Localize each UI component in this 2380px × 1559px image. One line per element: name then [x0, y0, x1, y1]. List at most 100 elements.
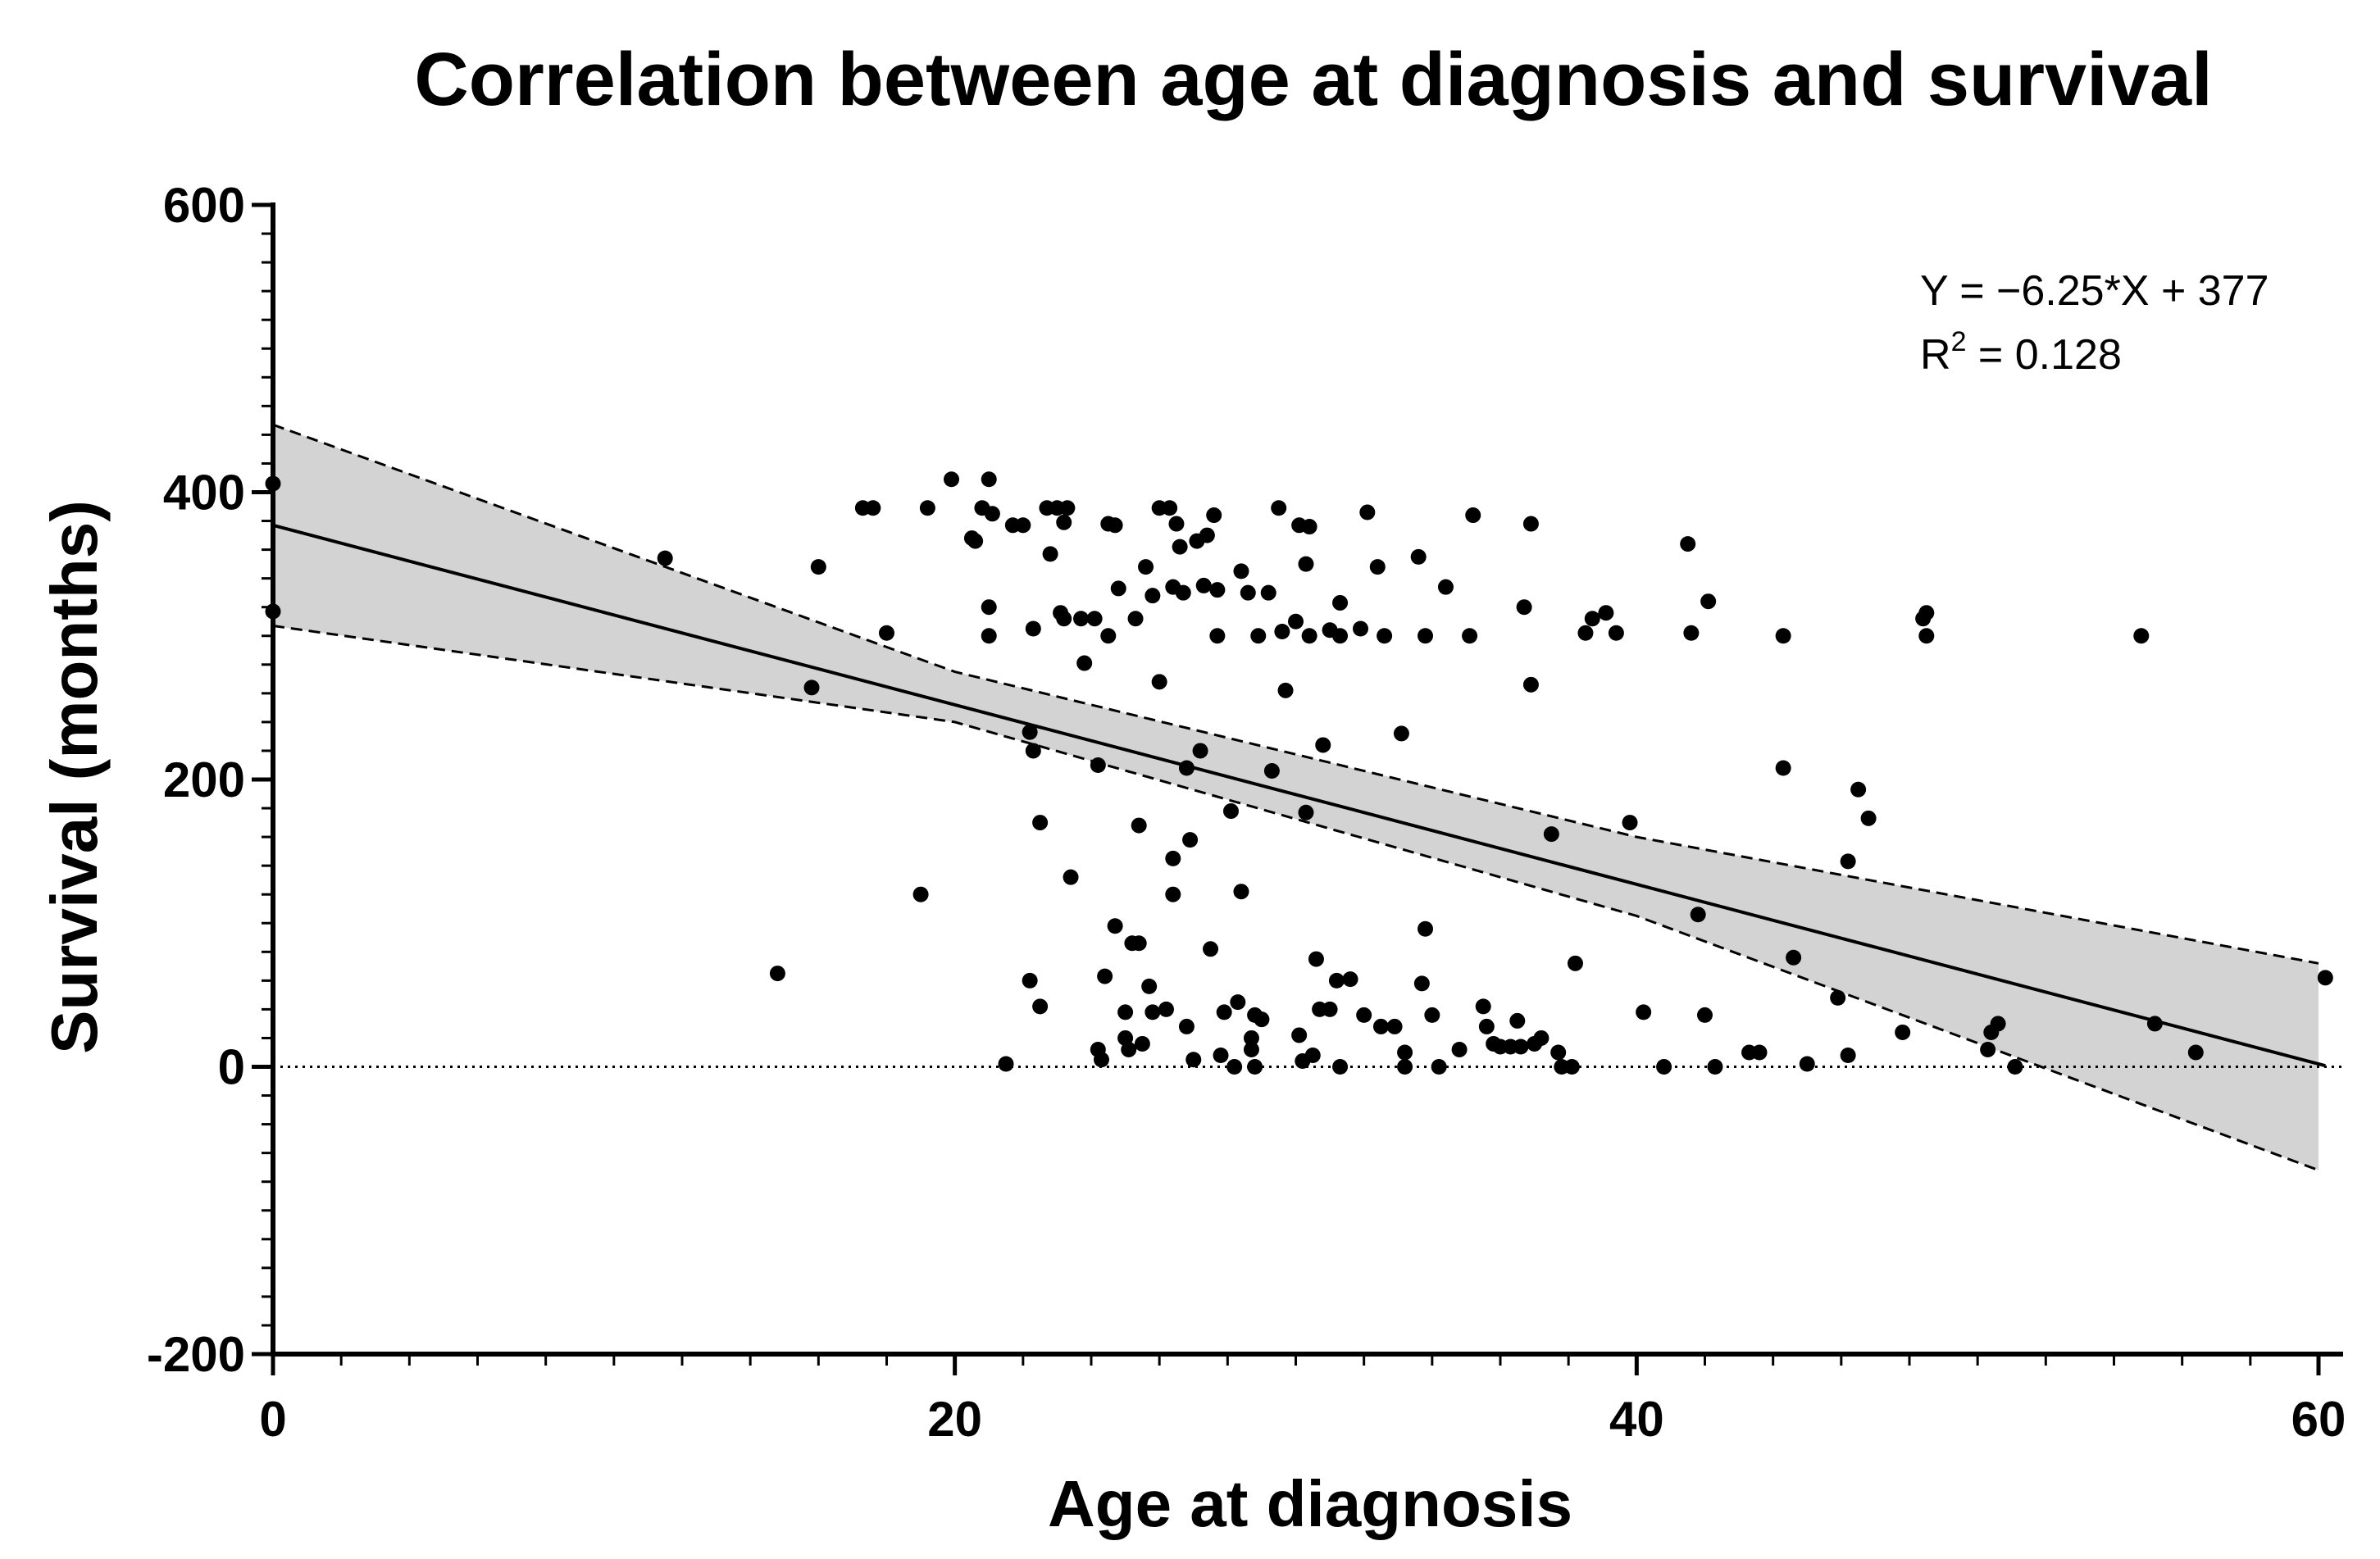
data-point	[1918, 628, 1935, 644]
r-squared-prefix: R	[1920, 331, 1951, 379]
data-point	[1254, 1011, 1270, 1028]
data-point	[1206, 507, 1222, 524]
data-point	[1144, 588, 1161, 604]
data-point	[1700, 593, 1717, 610]
data-point	[1076, 655, 1093, 671]
data-point	[1100, 628, 1117, 644]
data-point	[998, 1056, 1014, 1072]
regression-line-layer	[272, 523, 2326, 1068]
data-point	[1359, 504, 1376, 520]
data-point	[1522, 676, 1539, 693]
data-point	[1840, 1047, 1856, 1063]
data-point	[1117, 1004, 1134, 1020]
data-point	[1707, 1059, 1723, 1075]
data-point	[1158, 1001, 1174, 1017]
data-point	[1377, 628, 1393, 644]
data-point	[803, 680, 820, 696]
data-point	[1185, 1052, 1202, 1068]
data-point	[1516, 599, 1532, 616]
data-point	[1015, 517, 1031, 534]
data-point	[1513, 1039, 1529, 1055]
data-point	[879, 625, 894, 641]
y-tick-label: 0	[218, 1040, 245, 1095]
data-point	[1025, 743, 1041, 759]
data-point	[1424, 1007, 1440, 1023]
data-point	[1175, 584, 1191, 601]
data-point	[1138, 559, 1154, 575]
data-point	[1584, 611, 1600, 627]
data-point	[1533, 1029, 1550, 1046]
data-point	[1165, 886, 1181, 902]
y-tick-label: 600	[163, 178, 245, 233]
data-point	[1213, 1047, 1229, 1063]
data-point	[1386, 1018, 1403, 1034]
ci-lower-line	[272, 624, 2319, 1172]
data-point	[1509, 1012, 1526, 1029]
x-tick-label: 60	[2291, 1392, 2346, 1447]
data-point	[1577, 625, 1594, 641]
data-point	[1277, 682, 1294, 698]
data-point	[1799, 1056, 1815, 1072]
data-point	[1369, 559, 1386, 575]
data-point	[1475, 998, 1491, 1015]
data-points-layer	[265, 471, 2333, 1075]
data-point	[1291, 1027, 1308, 1043]
data-point	[1697, 1007, 1713, 1023]
data-point	[1397, 1044, 1413, 1061]
data-point	[1598, 605, 1614, 621]
data-point	[1393, 725, 1409, 742]
data-point	[1680, 536, 1696, 552]
data-point	[1567, 955, 1583, 971]
data-point	[1543, 826, 1559, 843]
data-point	[1918, 605, 1935, 621]
confidence-band-layer	[272, 423, 2319, 1172]
data-point	[2007, 1059, 2023, 1075]
data-point	[1178, 1018, 1195, 1034]
data-point	[1032, 815, 1049, 831]
data-point	[1332, 628, 1349, 644]
data-point	[1131, 817, 1147, 834]
data-point	[1247, 1059, 1263, 1075]
data-point	[1413, 975, 1430, 992]
data-point	[1301, 519, 1317, 535]
data-point	[1332, 1059, 1349, 1075]
data-point	[1850, 781, 1867, 798]
ci-upper-line	[272, 423, 2319, 965]
data-point	[1353, 620, 1369, 637]
data-point	[1274, 623, 1290, 639]
data-point	[1233, 563, 1249, 580]
data-point	[1063, 869, 1079, 885]
data-point	[1097, 968, 1113, 984]
data-point	[1250, 628, 1267, 644]
data-point	[1322, 1001, 1338, 1017]
data-point	[657, 550, 673, 566]
data-point	[1298, 556, 1314, 572]
data-point	[1032, 998, 1049, 1015]
data-point	[1328, 972, 1345, 989]
y-axis-title: Survival (months)	[38, 500, 111, 1054]
data-point	[1860, 810, 1877, 826]
data-point	[1165, 850, 1181, 866]
data-point	[1022, 972, 1038, 989]
data-point	[1209, 628, 1226, 644]
data-point	[1751, 1044, 1768, 1061]
data-point	[1298, 804, 1314, 820]
data-point	[1332, 594, 1349, 611]
data-point	[1059, 500, 1076, 516]
data-point	[1410, 548, 1427, 565]
data-point	[944, 471, 960, 488]
data-point	[981, 599, 997, 616]
x-tick-label: 0	[259, 1392, 286, 1447]
data-point	[1172, 539, 1188, 555]
data-point	[769, 966, 785, 982]
r-squared-label: R2 = 0.128	[1920, 326, 2122, 379]
data-point	[984, 506, 1000, 522]
data-point	[1465, 507, 1481, 524]
data-point	[1775, 628, 1791, 644]
r-squared-value: = 0.128	[1966, 331, 2121, 379]
data-point	[1110, 580, 1126, 597]
data-point	[1288, 613, 1304, 630]
data-point	[1451, 1041, 1468, 1057]
data-point	[1195, 577, 1212, 593]
data-point	[1042, 546, 1058, 562]
